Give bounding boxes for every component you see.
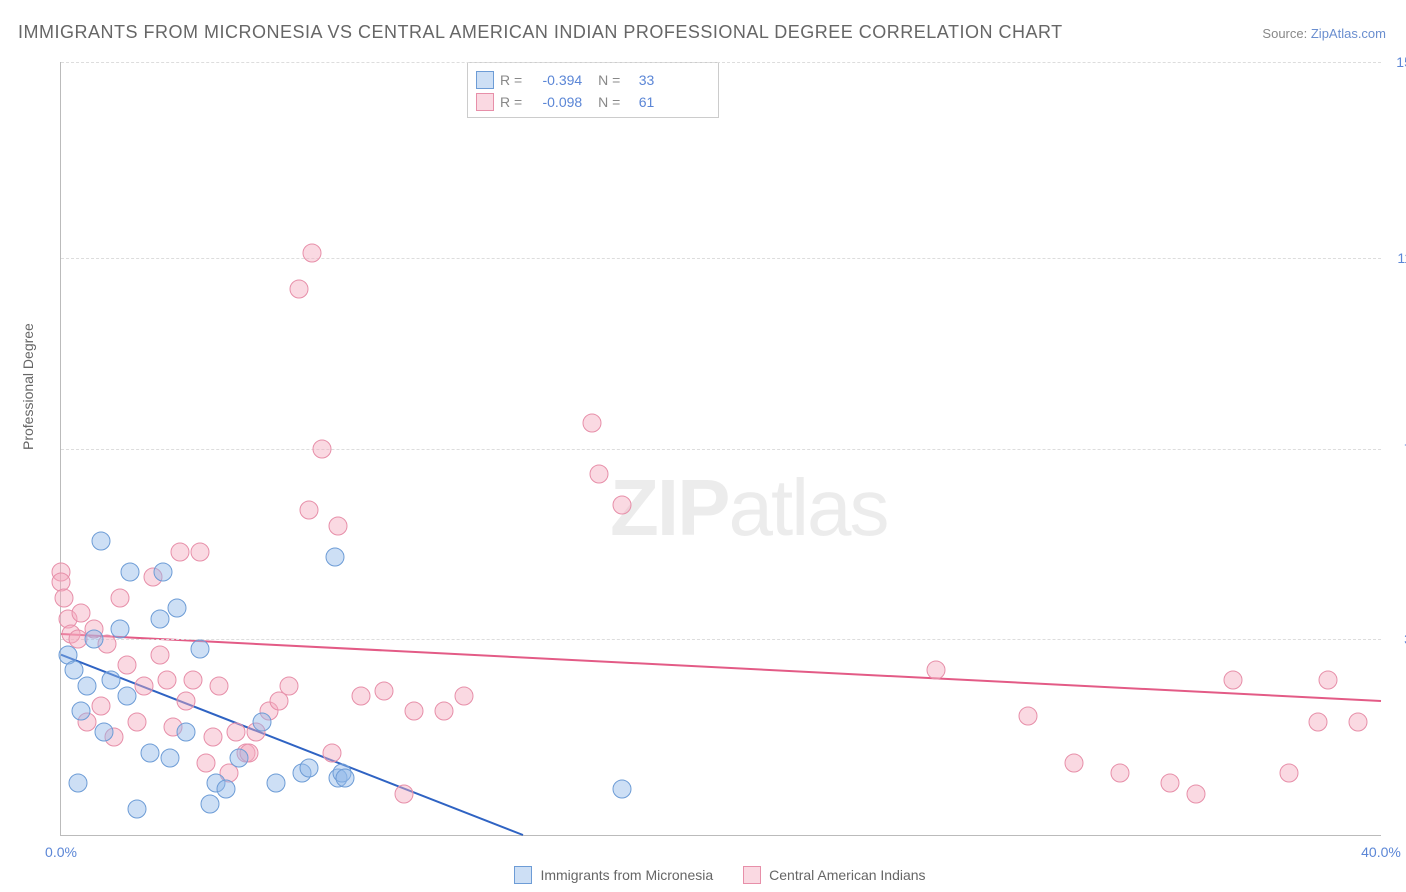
scatter-point-pink [1160, 774, 1179, 793]
legend-item-pink: Central American Indians [743, 866, 925, 884]
legend-label-pink: Central American Indians [769, 867, 925, 883]
scatter-point-pink [1187, 784, 1206, 803]
scatter-point-pink [157, 671, 176, 690]
scatter-point-pink [118, 655, 137, 674]
source-link[interactable]: ZipAtlas.com [1311, 26, 1386, 41]
scatter-point-pink [1309, 712, 1328, 731]
scatter-point-blue [266, 774, 285, 793]
plot-area: ZIPatlas 0.0% 40.0% R = -0.394 N = 33 R … [60, 62, 1381, 836]
scatter-point-blue [299, 759, 318, 778]
y-tick-label: 3.8% [1386, 631, 1406, 647]
x-tick-max: 40.0% [1361, 844, 1401, 860]
gridline [61, 258, 1381, 259]
scatter-point-blue [78, 676, 97, 695]
scatter-point-pink [226, 722, 245, 741]
scatter-point-pink [184, 671, 203, 690]
scatter-point-blue [118, 686, 137, 705]
source-label: Source: [1262, 26, 1307, 41]
scatter-point-blue [121, 563, 140, 582]
chart-title: IMMIGRANTS FROM MICRONESIA VS CENTRAL AM… [18, 22, 1063, 43]
scatter-point-pink [1348, 712, 1367, 731]
x-tick-min: 0.0% [45, 844, 77, 860]
scatter-point-pink [926, 661, 945, 680]
scatter-point-blue [91, 532, 110, 551]
scatter-point-pink [1279, 764, 1298, 783]
scatter-point-pink [322, 743, 341, 762]
legend-swatch-pink-icon [743, 866, 761, 884]
scatter-point-pink [127, 712, 146, 731]
scatter-point-blue [167, 599, 186, 618]
scatter-point-pink [279, 676, 298, 695]
scatter-point-blue [111, 619, 130, 638]
scatter-point-pink [197, 753, 216, 772]
scatter-point-pink [134, 676, 153, 695]
scatter-point-pink [434, 702, 453, 721]
scatter-point-blue [230, 748, 249, 767]
gridline [61, 62, 1381, 63]
scatter-point-blue [325, 547, 344, 566]
scatter-point-pink [589, 465, 608, 484]
scatter-point-blue [190, 640, 209, 659]
source-attribution: Source: ZipAtlas.com [1262, 26, 1386, 41]
scatter-point-pink [151, 645, 170, 664]
scatter-point-blue [151, 609, 170, 628]
scatter-point-blue [68, 774, 87, 793]
scatter-point-blue [85, 630, 104, 649]
scatter-point-pink [302, 243, 321, 262]
scatter-point-pink [289, 279, 308, 298]
scatter-point-pink [405, 702, 424, 721]
y-tick-label: 7.5% [1386, 441, 1406, 457]
scatter-point-pink [1111, 764, 1130, 783]
y-tick-label: 11.2% [1386, 250, 1406, 266]
scatter-point-blue [101, 671, 120, 690]
scatter-point-pink [210, 676, 229, 695]
scatter-point-blue [94, 722, 113, 741]
scatter-point-pink [583, 413, 602, 432]
gridline [61, 639, 1381, 640]
scatter-point-pink [395, 784, 414, 803]
regression-line-pink [61, 634, 1381, 701]
scatter-point-blue [200, 795, 219, 814]
scatter-point-pink [613, 496, 632, 515]
y-tick-label: 15.0% [1386, 54, 1406, 70]
scatter-point-blue [217, 779, 236, 798]
scatter-point-blue [154, 563, 173, 582]
scatter-point-pink [1018, 707, 1037, 726]
scatter-point-pink [170, 542, 189, 561]
scatter-point-pink [312, 439, 331, 458]
scatter-point-pink [177, 692, 196, 711]
scatter-point-pink [71, 604, 90, 623]
scatter-point-pink [454, 686, 473, 705]
legend-label-blue: Immigrants from Micronesia [540, 867, 713, 883]
scatter-point-blue [141, 743, 160, 762]
scatter-point-blue [613, 779, 632, 798]
scatter-point-pink [190, 542, 209, 561]
scatter-point-pink [299, 501, 318, 520]
scatter-point-blue [253, 712, 272, 731]
bottom-legend: Immigrants from Micronesia Central Ameri… [60, 866, 1380, 884]
scatter-point-blue [65, 661, 84, 680]
scatter-point-pink [55, 588, 74, 607]
scatter-point-blue [71, 702, 90, 721]
y-axis-label: Professional Degree [20, 323, 36, 450]
scatter-point-pink [329, 516, 348, 535]
scatter-point-pink [111, 588, 130, 607]
scatter-point-pink [1065, 753, 1084, 772]
scatter-point-blue [160, 748, 179, 767]
scatter-point-pink [1319, 671, 1338, 690]
gridline [61, 449, 1381, 450]
legend-item-blue: Immigrants from Micronesia [514, 866, 713, 884]
scatter-point-blue [177, 722, 196, 741]
legend-swatch-blue-icon [514, 866, 532, 884]
scatter-point-blue [335, 769, 354, 788]
scatter-point-pink [352, 686, 371, 705]
scatter-point-pink [203, 728, 222, 747]
scatter-point-pink [91, 697, 110, 716]
scatter-point-pink [375, 681, 394, 700]
scatter-point-blue [127, 800, 146, 819]
scatter-point-pink [1223, 671, 1242, 690]
